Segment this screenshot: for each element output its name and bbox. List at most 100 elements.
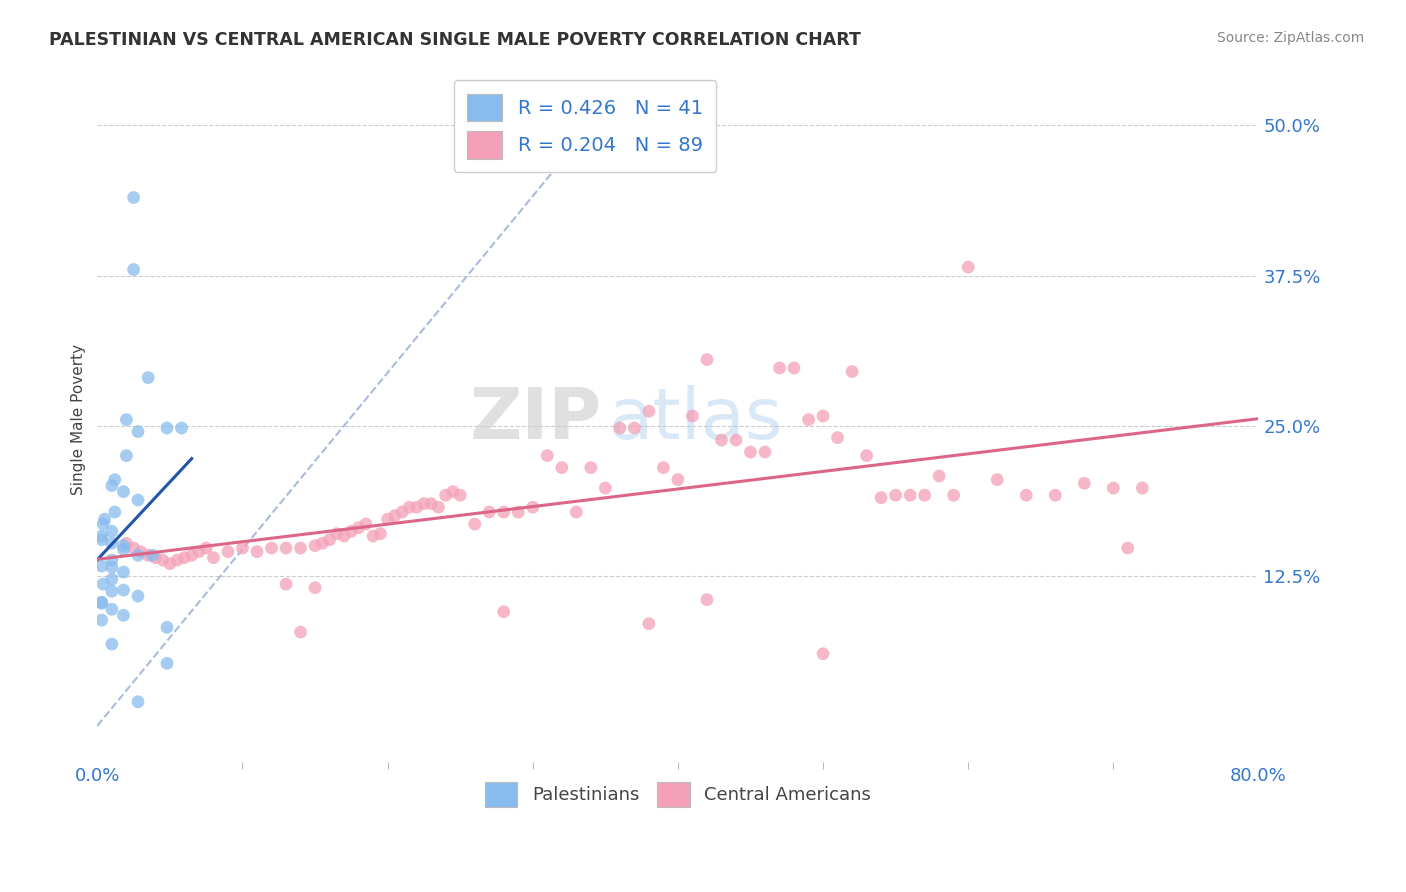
Point: [246, 544, 269, 558]
Point: [398, 500, 420, 515]
Point: [811, 647, 834, 661]
Point: [101, 553, 124, 567]
Point: [187, 544, 209, 558]
Point: [638, 404, 661, 418]
Point: [441, 484, 464, 499]
Point: [101, 560, 124, 574]
Point: [101, 572, 124, 586]
Point: [508, 505, 530, 519]
Point: [274, 577, 297, 591]
Point: [855, 449, 877, 463]
Point: [112, 484, 135, 499]
Point: [551, 460, 574, 475]
Point: [166, 553, 188, 567]
Point: [354, 517, 377, 532]
Point: [127, 695, 149, 709]
Point: [127, 549, 149, 563]
Point: [811, 409, 834, 423]
Point: [942, 488, 965, 502]
Point: [427, 500, 450, 515]
Text: Source: ZipAtlas.com: Source: ZipAtlas.com: [1216, 31, 1364, 45]
Point: [696, 592, 718, 607]
Point: [1045, 488, 1067, 502]
Point: [112, 608, 135, 623]
Legend: Palestinians, Central Americans: Palestinians, Central Americans: [478, 774, 879, 814]
Point: [180, 549, 202, 563]
Point: [122, 190, 145, 204]
Point: [914, 488, 936, 502]
Point: [152, 553, 174, 567]
Point: [90, 613, 112, 627]
Point: [522, 500, 544, 515]
Point: [384, 508, 406, 523]
Point: [217, 544, 239, 558]
Point: [710, 433, 733, 447]
Point: [231, 541, 253, 555]
Point: [156, 620, 179, 634]
Point: [609, 421, 631, 435]
Point: [104, 505, 127, 519]
Point: [101, 584, 124, 599]
Point: [318, 533, 340, 547]
Point: [112, 565, 135, 579]
Point: [579, 460, 602, 475]
Point: [420, 497, 443, 511]
Point: [304, 581, 326, 595]
Point: [377, 512, 399, 526]
Point: [1015, 488, 1038, 502]
Point: [957, 260, 980, 274]
Text: atlas: atlas: [609, 385, 783, 454]
Point: [638, 616, 661, 631]
Point: [623, 421, 645, 435]
Point: [681, 409, 703, 423]
Point: [370, 526, 392, 541]
Point: [127, 589, 149, 603]
Point: [136, 549, 159, 563]
Point: [145, 550, 167, 565]
Point: [797, 412, 820, 426]
Point: [195, 541, 218, 555]
Point: [361, 529, 384, 543]
Point: [101, 478, 124, 492]
Point: [696, 352, 718, 367]
Point: [90, 596, 112, 610]
Y-axis label: Single Male Poverty: Single Male Poverty: [72, 344, 86, 495]
Point: [170, 421, 193, 435]
Point: [986, 473, 1008, 487]
Point: [104, 473, 127, 487]
Point: [156, 421, 179, 435]
Point: [112, 539, 135, 553]
Point: [492, 605, 515, 619]
Point: [478, 505, 501, 519]
Point: [129, 544, 152, 558]
Point: [783, 361, 806, 376]
Point: [290, 625, 312, 640]
Point: [112, 542, 135, 557]
Point: [115, 449, 138, 463]
Point: [326, 526, 349, 541]
Point: [413, 497, 436, 511]
Point: [159, 557, 181, 571]
Point: [274, 541, 297, 555]
Point: [740, 445, 762, 459]
Point: [391, 505, 413, 519]
Point: [202, 550, 225, 565]
Point: [1116, 541, 1139, 555]
Point: [90, 559, 112, 574]
Point: [449, 488, 471, 502]
Point: [101, 637, 124, 651]
Point: [1073, 476, 1095, 491]
Point: [115, 412, 138, 426]
Point: [115, 536, 138, 550]
Point: [1130, 481, 1153, 495]
Point: [1102, 481, 1125, 495]
Point: [122, 541, 145, 555]
Point: [870, 491, 893, 505]
Point: [90, 529, 112, 543]
Point: [492, 505, 515, 519]
Point: [91, 517, 114, 532]
Point: [595, 481, 617, 495]
Point: [347, 521, 370, 535]
Point: [884, 488, 907, 502]
Point: [405, 500, 427, 515]
